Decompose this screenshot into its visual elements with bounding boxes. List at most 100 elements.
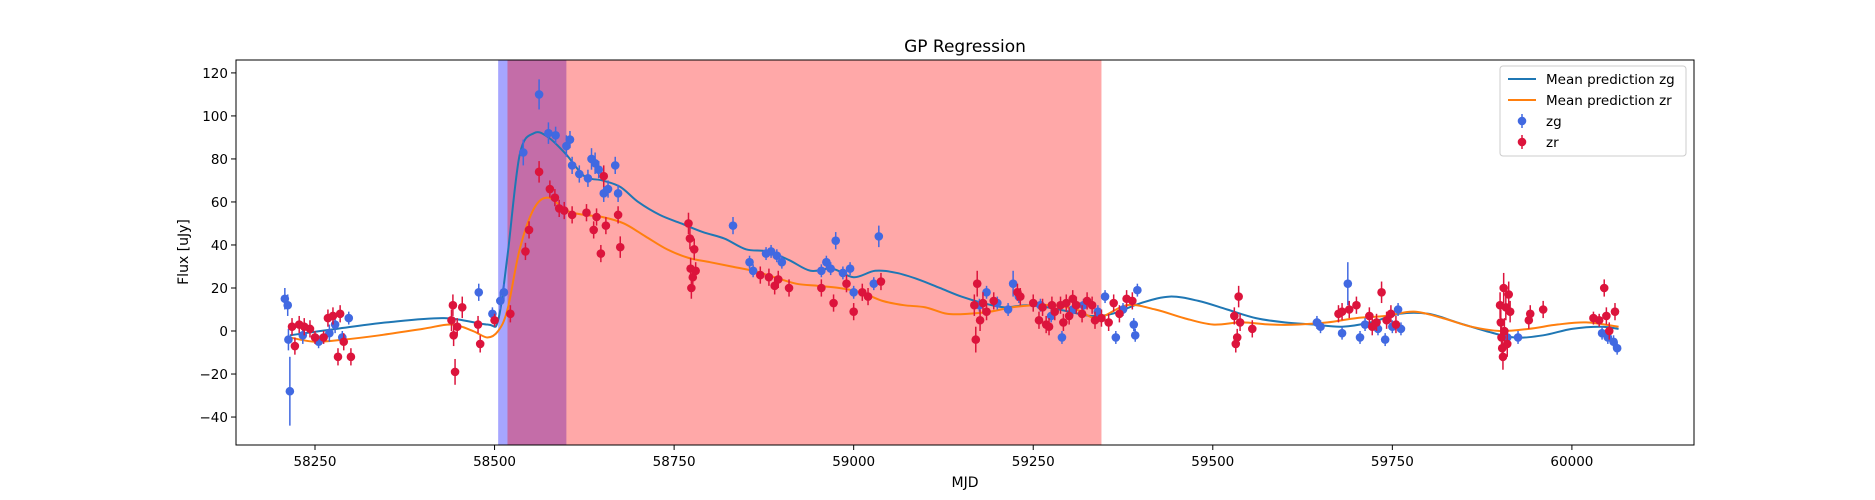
point-marker — [826, 264, 835, 273]
data-point-zr-31 — [582, 204, 591, 222]
point-marker — [290, 341, 300, 351]
point-marker — [551, 130, 560, 140]
point-marker — [344, 313, 354, 323]
point-marker — [1087, 300, 1097, 310]
data-point-zr-16 — [450, 358, 460, 385]
point-marker — [1609, 337, 1618, 347]
point-marker — [863, 292, 873, 301]
data-point-zr-51 — [817, 279, 826, 297]
point-marker — [1104, 318, 1113, 327]
data-point-zr-24 — [524, 221, 534, 239]
point-marker — [545, 184, 555, 194]
x-axis-label: MJD — [952, 475, 979, 491]
y-tick-label: 100 — [202, 109, 228, 125]
point-marker — [1352, 300, 1361, 310]
point-marker — [496, 296, 505, 306]
data-point-zr-0 — [287, 318, 297, 336]
data-point-zr-6 — [319, 331, 328, 344]
point-marker — [831, 236, 841, 245]
data-point-zr-93 — [1234, 285, 1243, 308]
data-point-zr-8 — [328, 307, 338, 325]
y-tick-label: 40 — [211, 238, 228, 254]
data-point-zr-112 — [1499, 272, 1508, 304]
data-point-zg-13 — [499, 283, 509, 301]
point-marker — [1504, 290, 1513, 299]
data-point-zg-14 — [518, 139, 528, 166]
point-marker — [447, 315, 456, 325]
point-marker — [590, 158, 600, 168]
plot-clipped — [280, 60, 1622, 445]
point-marker — [970, 300, 979, 310]
data-point-zr-4 — [305, 320, 315, 338]
x-tick-label: 59750 — [1371, 454, 1414, 470]
point-marker — [1380, 335, 1390, 344]
point-marker — [972, 279, 982, 288]
data-point-zg-27 — [603, 180, 613, 198]
data-point-zg-31 — [745, 255, 754, 269]
data-point-zr-92 — [1232, 328, 1242, 347]
point-marker — [610, 161, 620, 170]
point-marker — [592, 212, 601, 222]
point-marker — [1059, 318, 1068, 327]
data-point-zg-61 — [1129, 318, 1139, 332]
data-point-zg-66 — [1337, 326, 1347, 340]
data-point-zr-38 — [615, 236, 625, 258]
point-marker — [817, 266, 826, 276]
plot-area — [280, 60, 1622, 445]
data-point-zg-40 — [831, 232, 841, 250]
data-point-zr-83 — [1090, 311, 1100, 329]
data-point-zg-2 — [284, 328, 293, 351]
data-point-zr-52 — [829, 294, 838, 312]
data-point-zg-36 — [777, 255, 787, 269]
data-point-zr-21 — [490, 313, 499, 327]
data-point-zr-115 — [1502, 331, 1512, 357]
point-marker — [1360, 320, 1370, 329]
legend-item-2: zg — [1517, 114, 1562, 130]
point-marker — [310, 333, 320, 342]
data-point-zg-30 — [728, 217, 738, 235]
data-point-zr-67 — [1028, 294, 1038, 312]
point-marker — [869, 279, 879, 288]
data-point-zr-87 — [1115, 305, 1124, 323]
data-point-zr-60 — [972, 270, 982, 297]
point-marker — [583, 173, 593, 183]
data-point-zr-104 — [1382, 311, 1391, 329]
point-marker — [1072, 300, 1081, 310]
data-point-zg-41 — [838, 266, 848, 280]
data-point-zr-98 — [1344, 300, 1354, 319]
point-marker — [874, 232, 884, 241]
point-marker — [1602, 311, 1611, 321]
point-marker — [339, 337, 349, 347]
point-marker — [1513, 333, 1523, 342]
data-point-zr-71 — [1044, 318, 1054, 336]
point-marker — [1050, 307, 1060, 316]
point-marker — [842, 279, 851, 288]
data-point-zr-18 — [457, 296, 467, 319]
point-marker — [764, 272, 774, 282]
point-marker — [1499, 283, 1508, 293]
x-tick-label: 58750 — [653, 454, 696, 470]
data-point-zr-106 — [1391, 315, 1401, 334]
point-marker — [773, 275, 783, 284]
point-marker — [575, 169, 584, 179]
data-point-zg-38 — [822, 255, 831, 269]
point-marker — [305, 324, 315, 334]
point-marker — [534, 167, 544, 177]
point-marker — [989, 296, 999, 306]
point-marker — [333, 352, 343, 362]
data-point-zg-62 — [1133, 283, 1142, 297]
data-point-zg-68 — [1355, 331, 1365, 344]
data-point-zg-58 — [1100, 290, 1110, 304]
data-point-zg-19 — [565, 130, 575, 149]
data-point-zg-42 — [845, 262, 855, 276]
point-marker — [524, 225, 534, 235]
data-point-zr-116 — [1504, 281, 1513, 308]
data-point-zr-9 — [333, 348, 343, 366]
data-point-zr-30 — [567, 206, 577, 224]
point-marker — [1008, 279, 1018, 288]
data-point-zr-73 — [1050, 303, 1060, 321]
data-point-zg-67 — [1343, 262, 1353, 306]
point-marker — [559, 206, 569, 215]
data-point-zg-16 — [544, 122, 553, 144]
